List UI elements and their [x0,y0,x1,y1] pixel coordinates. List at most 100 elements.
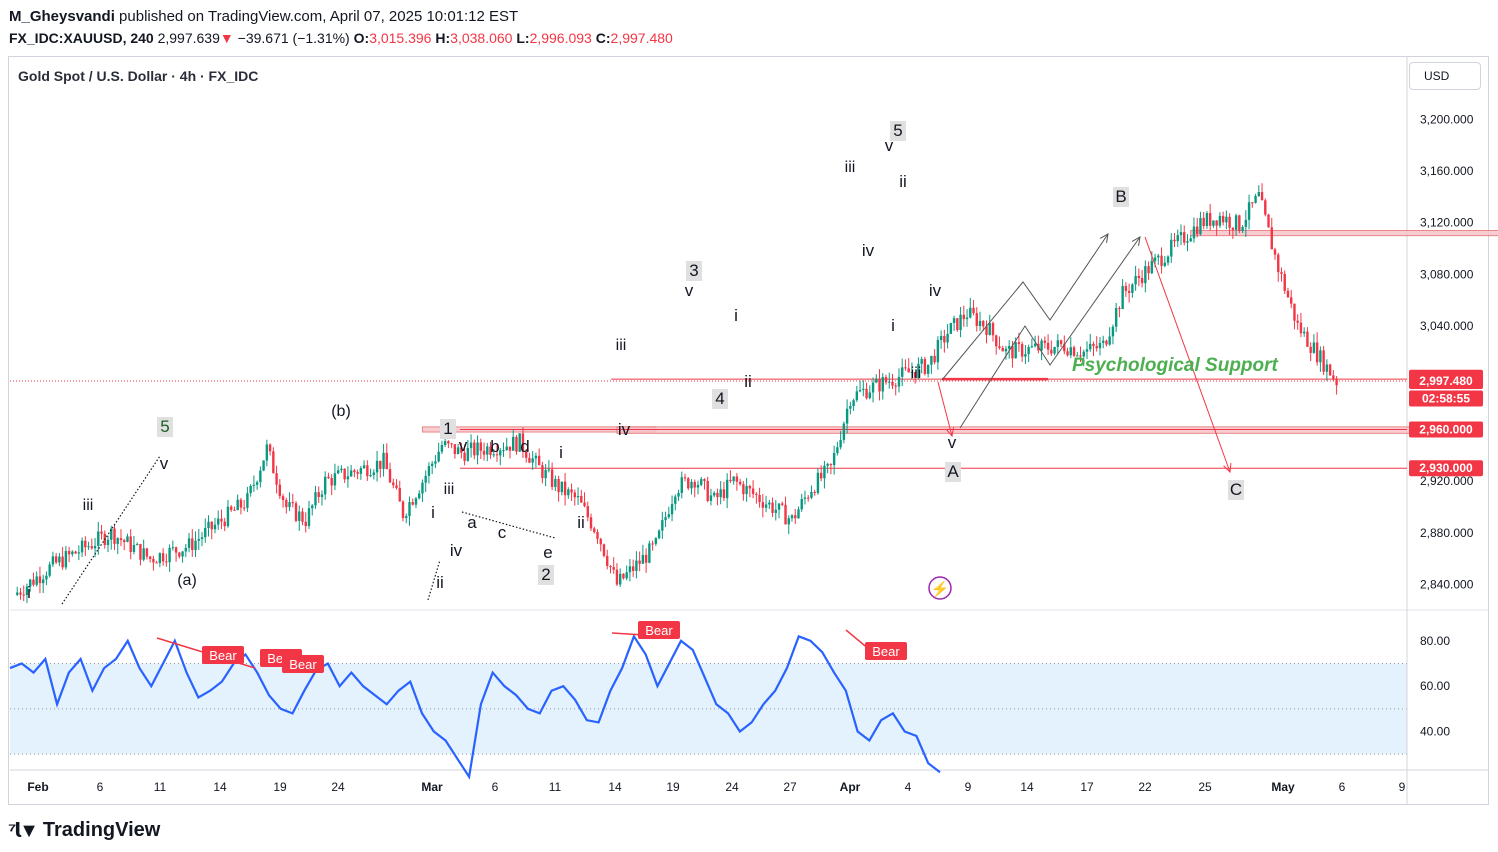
x-tick-label: 25 [1198,780,1212,794]
candle-body [148,556,152,559]
candle-body [722,489,726,499]
candle-body [385,452,388,470]
candle-body [1247,202,1251,220]
candle-body [615,569,619,585]
candle-body [411,502,414,505]
candle-body [638,560,641,564]
trend-dotted-1 [61,455,161,605]
candle-body [1124,285,1128,291]
wave-label: v [885,136,894,155]
candle-body [19,592,22,595]
chart-title: Gold Spot / U.S. Dollar · 4h · FX_IDC [18,68,259,84]
candle-body [473,442,476,456]
candle-body [424,475,427,483]
price-axis-label-bg [1409,390,1483,407]
candle-body [110,528,113,540]
candle-body [907,368,910,373]
candle-body [913,372,917,378]
candle-body [1014,342,1017,359]
candle-body [732,476,735,482]
candle-body [985,326,988,335]
candle-body [123,540,126,542]
candle-body [761,502,765,508]
bear-label-bg [865,642,907,660]
candle-body [1302,331,1306,334]
candle-body [1127,290,1131,293]
high-value: 3,038.060 [450,30,513,46]
y-tick-label: 3,080.000 [1420,267,1474,281]
candle-body [709,495,713,501]
candle-body [683,477,687,479]
candle-body [794,515,797,519]
candle-body [1030,346,1034,348]
candle-body [1332,375,1335,379]
candle-body [482,450,486,455]
candle-body [819,472,823,479]
candle-body [1225,216,1228,223]
candle-body [1186,241,1189,243]
x-tick-label: 6 [97,780,104,794]
candle-body [408,502,411,517]
candle-body [1192,226,1196,239]
wave-label: e [543,543,552,562]
candle-body [1241,226,1244,232]
candle-body [797,509,800,519]
candle-body [910,372,914,374]
candle-body [142,548,145,560]
candle-body [207,521,210,528]
rsi-tick-label: 40.00 [1420,724,1450,738]
candle-body [1179,232,1183,236]
candle-body [972,307,975,314]
candle-body [1157,255,1160,258]
candle-body [758,495,761,503]
candle-body [93,545,97,549]
projected-path-1 [941,233,1109,381]
candle-body [1131,284,1134,293]
candle-body [670,503,674,515]
candle-body [583,502,586,507]
candle-body [330,478,333,486]
candle-body [771,502,774,513]
tradingview-brand[interactable]: ⁷𝗹▼ TradingView [8,818,160,843]
candle-body [800,498,803,510]
open-label: O: [353,30,370,46]
candle-body [1286,290,1290,298]
candle-body [871,382,875,393]
x-tick-label: 4 [905,780,912,794]
candle-body [1299,322,1303,334]
author-name[interactable]: M_Gheysvandi [9,8,115,25]
candle-body [1095,345,1098,349]
candle-body [346,476,350,480]
candle-body [573,492,577,498]
x-tick-label: 9 [965,780,972,794]
wave-label-box [538,565,554,585]
candle-body [502,449,505,451]
candle-body [489,446,492,455]
candle-body [213,524,217,530]
tradingview-logo-icon: ⁷𝗹▼ [8,820,39,842]
candle-body [515,436,518,452]
candle-body [625,572,628,579]
candle-body [524,451,528,458]
candle-body [933,355,936,363]
candle-body [64,550,68,568]
candle-body [823,465,826,479]
wave-label: 5 [893,121,902,140]
candle-body [77,552,81,554]
candle-body [602,544,606,556]
candle-body [563,481,567,496]
candle-body [38,576,42,584]
wave-label: iv [862,241,875,260]
candle-body [557,478,560,493]
candle-body [67,550,71,555]
candle-body [949,323,953,334]
bear-label: Bear [872,644,900,659]
candle-body [1312,342,1316,353]
currency-button[interactable]: USD [1409,62,1481,90]
candle-body [272,451,275,474]
x-tick-label: 19 [273,780,287,794]
low-value: 2,996.093 [529,30,592,46]
publish-text: published on TradingView.com, April 07, … [114,8,519,25]
candle-body [807,497,810,499]
